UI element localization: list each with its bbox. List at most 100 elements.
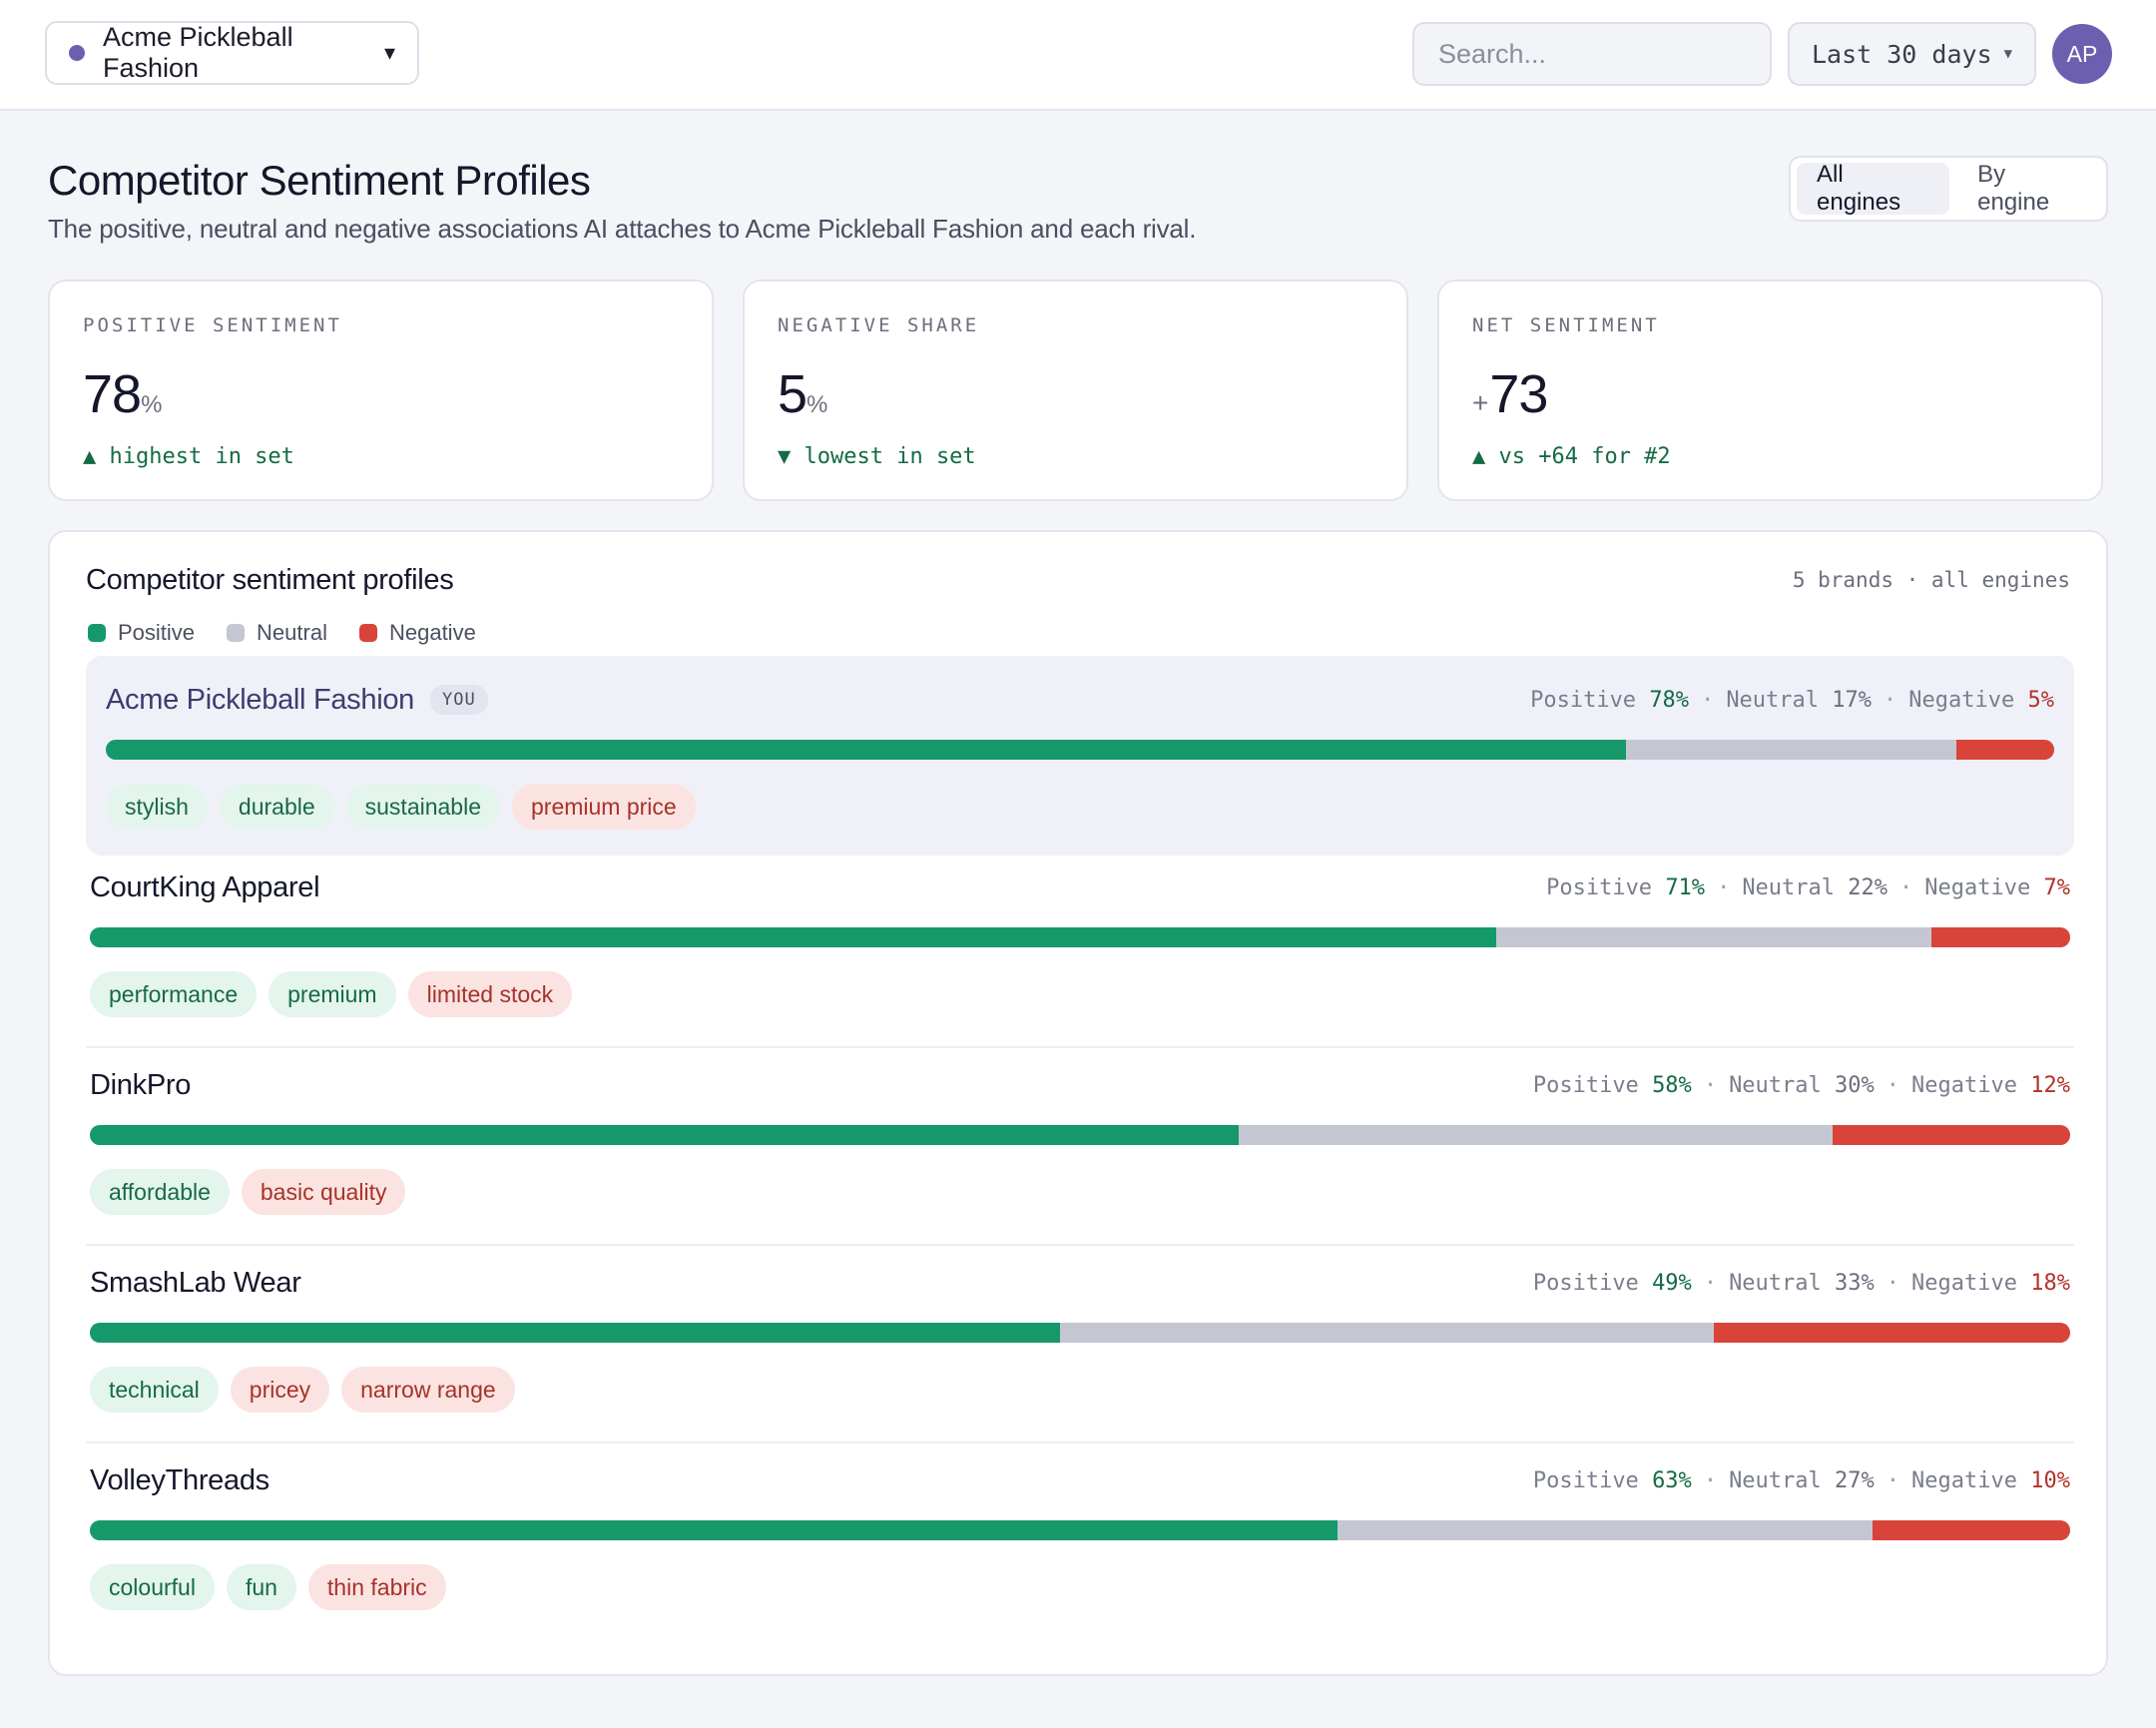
stat-label-positive: Positive (1532, 1270, 1639, 1296)
association-tag-positive[interactable]: fun (226, 1564, 296, 1610)
kpi-value: +73 (1472, 363, 1548, 425)
brand-row[interactable]: CourtKing Apparel Positive 71% · Neutral 22… (86, 850, 2074, 1047)
brand-name-wrap: VolleyThreads (90, 1464, 270, 1497)
brand-row-header: VolleyThreads Positive 63% · Neutral 27% · Ne… (90, 1460, 2070, 1500)
stat-value-positive: 71% (1665, 874, 1706, 900)
sentiment-stacked-bar (90, 1125, 2070, 1145)
bar-segment-neutral (1060, 1323, 1714, 1343)
brand-row-content: Acme Pickleball Fashion YOU Positive 78% · N… (106, 680, 2054, 830)
brand-name: VolleyThreads (90, 1463, 270, 1496)
brand-name: Acme Pickleball Fashion (106, 683, 415, 716)
positive-swatch (88, 624, 106, 642)
bar-segment-positive (106, 740, 1626, 760)
association-tags: stylish durable sustainable premium price (106, 784, 2054, 830)
association-tag-positive[interactable]: premium (269, 971, 396, 1017)
stat-value-negative: 7% (2043, 874, 2071, 900)
stat-label-positive: Positive (1532, 1467, 1639, 1493)
association-tag-negative[interactable]: premium price (512, 784, 696, 830)
sentiment-stacked-bar (106, 740, 2054, 760)
user-avatar[interactable]: AP (2052, 24, 2112, 84)
kpi-unit: % (141, 391, 163, 418)
bar-segment-positive (90, 1520, 1338, 1540)
association-tag-negative[interactable]: basic quality (241, 1169, 406, 1215)
separator-dot: · (1717, 874, 1731, 900)
date-range-selector[interactable]: Last 30 days ▼ (1788, 22, 2036, 86)
association-tag-negative[interactable]: limited stock (407, 971, 573, 1017)
top-bar: Acme Pickleball Fashion ▾ Last 30 days ▼… (0, 0, 2156, 111)
stat-label-positive: Positive (1530, 687, 1637, 713)
kpi-number: 5 (778, 364, 808, 424)
association-tag-positive[interactable]: performance (90, 971, 258, 1017)
brand-row-content: SmashLab Wear Positive 49% · Neutral 33% · Ne… (90, 1263, 2070, 1413)
brand-selector[interactable]: Acme Pickleball Fashion ▾ (45, 21, 419, 85)
engine-toggle: All engines By engine (1789, 156, 2108, 222)
separator-dot: · (1701, 687, 1715, 713)
kpi-unit: % (807, 391, 828, 418)
brand-row-content: DinkPro Positive 58% · Neutral 30% · Negative… (90, 1065, 2070, 1215)
brand-sentiment-stats: Positive 49% · Neutral 33% · Negative 18% (1533, 1271, 2070, 1296)
sentiment-stacked-bar (90, 1323, 2070, 1343)
brand-row[interactable]: DinkPro Positive 58% · Neutral 30% · Negative… (86, 1046, 2074, 1245)
association-tags: technical pricey narrow range (90, 1367, 2070, 1413)
brand-name-wrap: SmashLab Wear (90, 1267, 301, 1300)
kpi-prefix: + (1472, 387, 1488, 418)
bar-segment-neutral (1337, 1520, 1873, 1540)
separator-dot: · (1886, 1467, 1900, 1493)
panel-meta: 5 brands · all engines (1792, 568, 2070, 592)
stat-label-negative: Negative (1911, 1072, 2017, 1098)
stat-label-negative: Negative (1908, 687, 2015, 713)
legend-label: Negative (388, 620, 476, 645)
brand-name-wrap: CourtKing Apparel (90, 870, 320, 904)
stat-label-neutral: Neutral (1742, 874, 1836, 900)
brand-row[interactable]: SmashLab Wear Positive 49% · Neutral 33% · Ne… (86, 1244, 2074, 1442)
separator-dot: · (1703, 1467, 1718, 1493)
kpi-delta: ▲ vs +64 for #2 (1472, 444, 1671, 469)
association-tag-positive[interactable]: affordable (90, 1169, 230, 1215)
brand-row[interactable]: VolleyThreads Positive 63% · Neutral 27% · Ne… (86, 1441, 2074, 1640)
you-badge: YOU (430, 685, 488, 715)
association-tag-positive[interactable]: colourful (90, 1564, 215, 1610)
search-input[interactable] (1438, 38, 1746, 70)
association-tag-positive[interactable]: technical (90, 1367, 219, 1413)
brand-row[interactable]: Acme Pickleball Fashion YOU Positive 78% · N… (86, 656, 2074, 856)
association-tag-positive[interactable]: stylish (106, 784, 208, 830)
stat-value-neutral: 22% (1848, 874, 1888, 900)
brand-color-dot (69, 45, 85, 61)
stat-value-neutral: 27% (1835, 1467, 1875, 1493)
neutral-swatch (227, 624, 246, 642)
legend-positive: Positive (88, 620, 195, 646)
page-subtitle: The positive, neutral and negative assoc… (48, 214, 1197, 244)
association-tag-positive[interactable]: sustainable (345, 784, 500, 830)
kpi-label: NET SENTIMENT (1472, 314, 1660, 336)
stat-label-positive: Positive (1532, 1072, 1639, 1098)
panel-title: Competitor sentiment profiles (86, 564, 454, 596)
bar-segment-positive (90, 927, 1496, 947)
toggle-by-engine[interactable]: By engine (1977, 161, 2050, 216)
association-tag-positive[interactable]: durable (219, 784, 334, 830)
brand-row-header: Acme Pickleball Fashion YOU Positive 78% · N… (106, 680, 2054, 720)
bar-segment-positive (90, 1125, 1239, 1145)
separator-dot: · (1899, 874, 1913, 900)
kpi-card-negative-share: NEGATIVE SHARE 5% ▼ lowest in set (743, 280, 1408, 501)
brand-row-content: CourtKing Apparel Positive 71% · Neutral 22… (90, 867, 2070, 1017)
association-tag-negative[interactable]: thin fabric (307, 1564, 446, 1610)
toggle-all-engines[interactable]: All engines (1797, 161, 1950, 216)
stat-value-negative: 10% (2030, 1467, 2070, 1493)
association-tag-negative[interactable]: pricey (230, 1367, 330, 1413)
association-tag-negative[interactable]: narrow range (341, 1367, 515, 1413)
brand-sentiment-stats: Positive 78% · Neutral 17% · Negative 5% (1530, 688, 2054, 713)
brand-name: CourtKing Apparel (90, 870, 320, 903)
bar-segment-neutral (1625, 740, 1957, 760)
legend-neutral: Neutral (227, 620, 327, 646)
association-tags: colourful fun thin fabric (90, 1564, 2070, 1610)
legend: Positive Neutral Negative (88, 620, 476, 646)
stat-label-neutral: Neutral (1726, 687, 1820, 713)
bar-segment-negative (1931, 927, 2070, 947)
association-tags: affordable basic quality (90, 1169, 2070, 1215)
stat-value-negative: 18% (2030, 1270, 2070, 1296)
kpi-card-positive-sentiment: POSITIVE SENTIMENT 78% ▲ highest in set (48, 280, 714, 501)
search-box[interactable] (1412, 22, 1772, 86)
kpi-number: 78 (83, 364, 142, 424)
page-title: Competitor Sentiment Profiles (48, 157, 591, 204)
sentiment-stacked-bar (90, 927, 2070, 947)
